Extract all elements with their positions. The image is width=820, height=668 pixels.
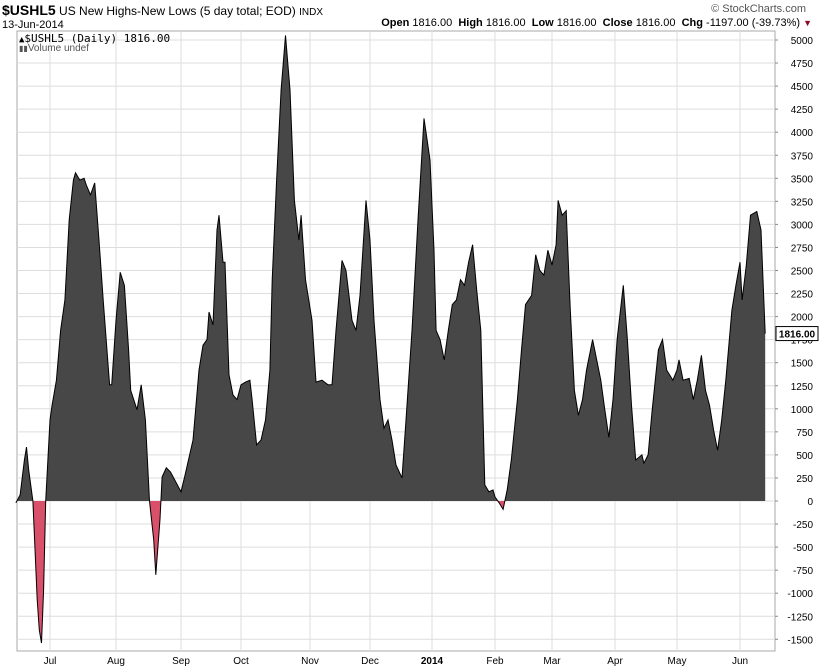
x-tick-label: Aug	[107, 656, 125, 667]
y-tick-label: 500	[796, 451, 813, 462]
symbol-name: US New Highs-New Lows (5 day total; EOD)	[59, 4, 296, 18]
y-tick-label: 1000	[791, 405, 814, 416]
y-tick-label: 1750	[791, 336, 814, 347]
y-tick-label: -1000	[787, 589, 813, 600]
x-tick-label: Oct	[233, 656, 249, 667]
x-tick-label: Nov	[301, 656, 319, 667]
y-tick-label: -1500	[787, 635, 813, 646]
low-value: 1816.00	[556, 17, 597, 29]
x-tick-label: May	[668, 656, 687, 667]
y-tick-label: 3000	[791, 220, 814, 231]
y-tick-label: 5000	[791, 36, 814, 47]
x-tick-label: Sep	[172, 656, 190, 667]
y-tick-label: 2000	[791, 313, 814, 324]
close-label: Close	[602, 17, 633, 29]
volume-bars-icon: ▮▮	[19, 44, 28, 53]
legend-series: ▲$USHL5 (Daily) 1816.00	[19, 32, 170, 45]
legend-volume: ▮▮Volume undef	[19, 43, 89, 54]
low-label: Low	[531, 17, 554, 29]
y-tick-label: 4500	[791, 82, 814, 93]
chg-label: Chg	[681, 17, 703, 29]
x-tick-label: Jul	[44, 656, 57, 667]
close-value: 1816.00	[635, 17, 676, 29]
y-tick-label: 2500	[791, 267, 814, 278]
high-label: High	[458, 17, 483, 29]
y-tick-label: -250	[793, 520, 813, 531]
legend-volume-label: Volume undef	[27, 43, 89, 54]
ohlc-readout: Open 1816.00 High 1816.00 Low 1816.00 Cl…	[381, 17, 812, 29]
x-tick-label: Feb	[486, 656, 504, 667]
y-tick-label: 1250	[791, 382, 814, 393]
y-tick-label: 0	[807, 497, 813, 508]
positive-area	[15, 35, 766, 501]
x-tick-label: Dec	[361, 656, 379, 667]
y-tick-label: -1250	[787, 612, 813, 623]
y-tick-label: 4250	[791, 105, 814, 116]
chg-value: -1197.00 (-39.73%)	[706, 17, 801, 29]
y-tick-label: 2750	[791, 243, 814, 254]
x-tick-label: 2014	[421, 656, 444, 667]
open-value: 1816.00	[412, 17, 453, 29]
x-tick-label: Mar	[543, 656, 561, 667]
high-value: 1816.00	[485, 17, 526, 29]
legend-series-label: $USHL5 (Daily) 1816.00	[24, 32, 171, 45]
y-tick-label: 250	[796, 474, 813, 485]
brand-watermark: © StockCharts.com	[711, 3, 806, 15]
exchange: INDX	[299, 7, 324, 18]
series-line	[15, 35, 766, 644]
last-value-box	[775, 326, 819, 342]
y-tick-label: 3250	[791, 197, 814, 208]
chart-title: $USHL5 US New Highs-New Lows (5 day tota…	[2, 2, 323, 18]
triangle-down-icon: ▼	[803, 18, 812, 28]
x-tick-label: Jun	[732, 656, 748, 667]
last-value-label: 1816.00	[779, 330, 816, 341]
y-tick-label: -500	[793, 543, 813, 554]
symbol: $USHL5	[2, 2, 56, 18]
y-tick-label: 4750	[791, 59, 814, 70]
y-tick-label: -750	[793, 566, 813, 577]
y-tick-label: 3500	[791, 174, 814, 185]
y-tick-label: 3750	[791, 151, 814, 162]
y-tick-label: 1500	[791, 359, 814, 370]
open-label: Open	[381, 17, 410, 29]
x-tick-label: Apr	[607, 656, 623, 667]
y-tick-label: 4000	[791, 128, 814, 139]
chart-date: 13-Jun-2014	[2, 19, 64, 31]
plot-area	[16, 30, 776, 652]
y-tick-label: 2250	[791, 290, 814, 301]
mountain-icon: ▲	[19, 35, 25, 45]
y-tick-label: 750	[796, 428, 813, 439]
